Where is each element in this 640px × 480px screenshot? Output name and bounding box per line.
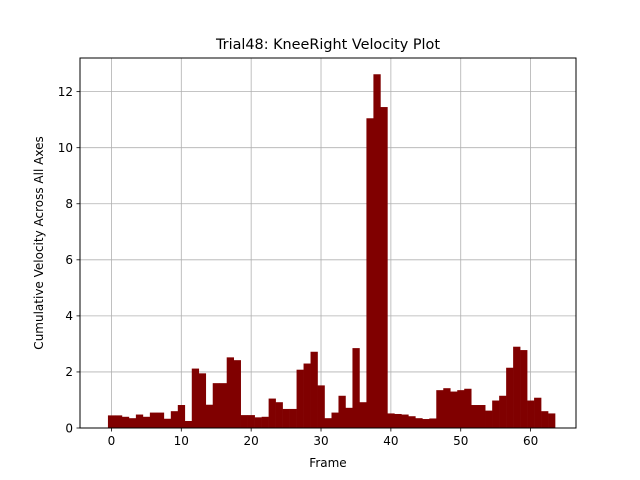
bar-frame-51 xyxy=(464,388,472,428)
y-tick-label: 0 xyxy=(65,421,73,435)
x-tick-label: 30 xyxy=(313,434,328,448)
y-axis-label: Cumulative Velocity Across All Axes xyxy=(32,136,46,349)
x-axis-label: Frame xyxy=(309,456,346,470)
bar-frame-4 xyxy=(135,414,144,428)
x-tick-label: 0 xyxy=(108,434,116,448)
bar-frame-18 xyxy=(233,360,241,428)
y-tick-label: 10 xyxy=(58,141,73,155)
bar-frame-61 xyxy=(534,397,542,428)
bar-frame-48 xyxy=(443,388,451,428)
bar-frame-2 xyxy=(121,416,130,428)
bar-frame-46 xyxy=(429,418,437,428)
bar-frame-1 xyxy=(114,415,123,428)
bar-frame-17 xyxy=(226,357,234,428)
bar-frame-23 xyxy=(268,398,276,428)
bar-frame-21 xyxy=(254,417,262,428)
bar-frame-54 xyxy=(485,410,493,428)
bar-frame-27 xyxy=(296,369,304,428)
bar-frame-19 xyxy=(240,415,248,428)
bars-layer xyxy=(107,74,556,429)
bar-frame-63 xyxy=(548,413,556,428)
bar-frame-14 xyxy=(205,404,214,428)
y-tick-label: 12 xyxy=(58,85,73,99)
bar-frame-57 xyxy=(506,367,514,428)
bar-frame-34 xyxy=(345,407,353,428)
bar-frame-3 xyxy=(128,418,137,428)
bar-frame-56 xyxy=(499,395,507,428)
bar-frame-5 xyxy=(142,416,151,428)
bar-frame-24 xyxy=(275,402,283,428)
bar-frame-22 xyxy=(261,416,269,428)
bar-frame-12 xyxy=(191,368,200,428)
bar-frame-28 xyxy=(303,363,311,428)
bar-frame-60 xyxy=(527,400,535,428)
y-tick-label: 6 xyxy=(65,253,73,267)
bar-frame-53 xyxy=(478,405,486,428)
y-tick-label: 4 xyxy=(65,309,73,323)
bar-frame-32 xyxy=(331,412,339,428)
bar-frame-33 xyxy=(338,395,346,428)
y-tick-label: 2 xyxy=(65,365,73,379)
bar-frame-15 xyxy=(212,383,221,428)
bar-frame-11 xyxy=(184,420,193,428)
bar-frame-45 xyxy=(422,419,430,428)
bar-frame-9 xyxy=(170,411,179,428)
bar-frame-30 xyxy=(317,385,325,428)
bar-frame-29 xyxy=(310,351,318,428)
bar-frame-38 xyxy=(373,74,381,429)
bar-frame-8 xyxy=(163,418,172,428)
bar-frame-58 xyxy=(513,346,521,428)
x-tick-label: 50 xyxy=(453,434,468,448)
x-tick-label: 20 xyxy=(244,434,259,448)
bar-frame-39 xyxy=(380,107,388,428)
chart-title: Trial48: KneeRight Velocity Plot xyxy=(215,37,440,53)
bar-frame-49 xyxy=(450,391,458,428)
bar-frame-10 xyxy=(177,405,186,428)
plot-area-frame xyxy=(79,57,577,429)
bar-frame-43 xyxy=(408,416,416,428)
bar-frame-31 xyxy=(324,418,332,428)
bar-frame-40 xyxy=(387,413,395,428)
plot-area-background xyxy=(80,58,576,428)
x-tick-label: 40 xyxy=(383,434,398,448)
bar-frame-7 xyxy=(156,412,165,428)
bar-frame-41 xyxy=(394,413,402,428)
bar-frame-62 xyxy=(541,411,549,428)
bar-frame-37 xyxy=(366,118,374,429)
bar-frame-20 xyxy=(247,415,255,428)
bar-frame-52 xyxy=(471,405,479,428)
bar-frame-42 xyxy=(401,414,409,428)
bar-frame-44 xyxy=(415,418,423,428)
bar-frame-16 xyxy=(219,383,228,428)
bar-frame-25 xyxy=(282,408,290,428)
bar-frame-55 xyxy=(492,400,500,428)
bar-frame-6 xyxy=(149,412,158,428)
bar-frame-59 xyxy=(520,350,528,428)
bar-frame-13 xyxy=(198,373,207,428)
bar-frame-26 xyxy=(289,408,297,428)
y-tick-label: 8 xyxy=(65,197,73,211)
ticks-layer: 0 10 20 30 40 50 60 0 2 4 6 8 10 12 xyxy=(58,85,539,448)
x-tick-label: 10 xyxy=(174,434,189,448)
bar-frame-0 xyxy=(107,415,116,428)
bar-frame-50 xyxy=(457,390,465,428)
bar-frame-35 xyxy=(352,348,360,428)
x-tick-label: 60 xyxy=(523,434,538,448)
bar-frame-47 xyxy=(436,390,444,428)
bar-frame-36 xyxy=(359,402,367,428)
